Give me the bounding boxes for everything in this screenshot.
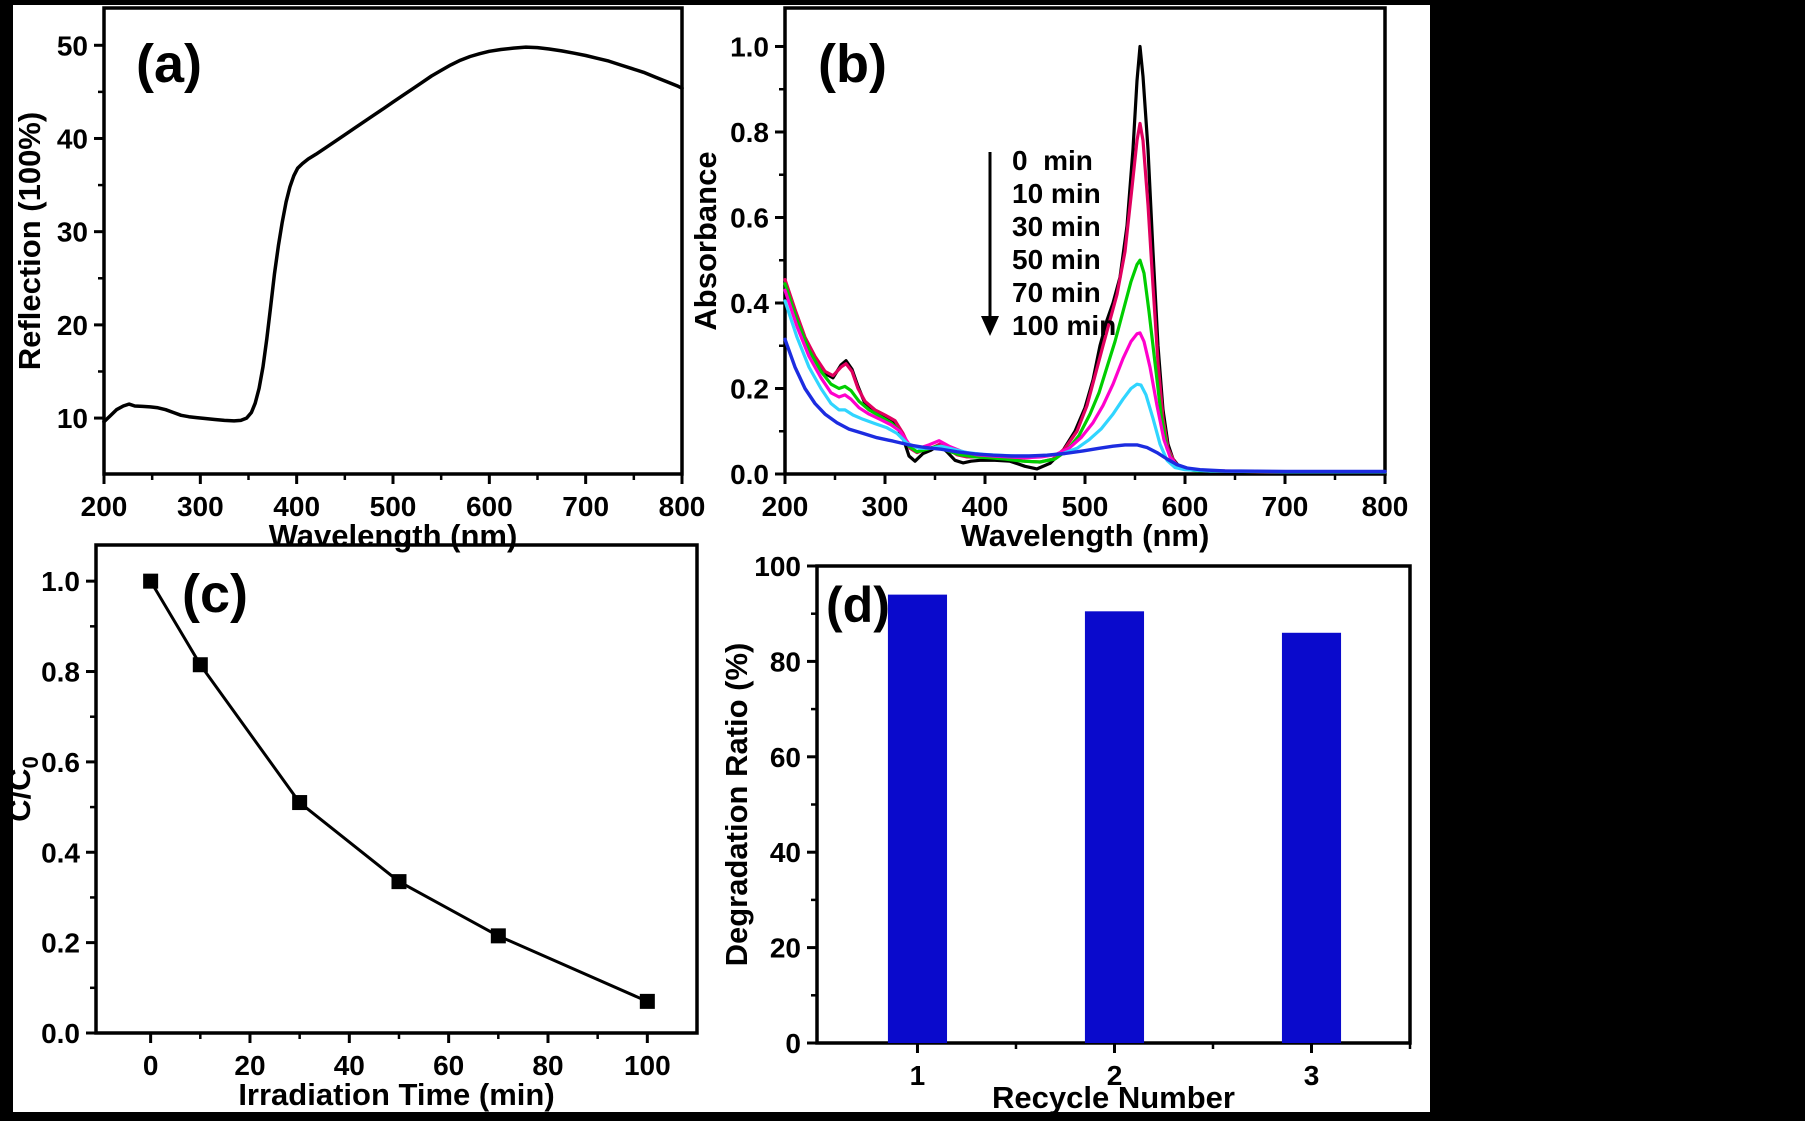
y-axis-tick-label: 0.0 bbox=[730, 459, 769, 490]
y-axis-tick-label: 60 bbox=[770, 742, 801, 773]
x-axis-tick-label: 300 bbox=[177, 491, 224, 522]
x-axis-title: Wavelength (nm) bbox=[961, 518, 1210, 553]
series-curve-reflection-spectrum bbox=[102, 45, 684, 424]
data-point-marker bbox=[192, 657, 208, 673]
x-axis-title: Irradiation Time (min) bbox=[238, 1077, 554, 1112]
bar-recycle-3 bbox=[1281, 632, 1342, 1043]
data-point-marker bbox=[639, 993, 655, 1009]
panel-letter: (d) bbox=[826, 577, 890, 633]
x-axis-tick-label: 80 bbox=[532, 1050, 563, 1081]
x-axis-tick-label: 60 bbox=[433, 1050, 464, 1081]
legend-item-label: 100 min bbox=[1012, 310, 1116, 341]
series-curve-30-min bbox=[783, 258, 1387, 474]
y-axis-tick-label: 80 bbox=[770, 646, 801, 677]
legend-item-label: 10 min bbox=[1012, 178, 1101, 209]
y-axis-tick-label: 100 bbox=[754, 551, 801, 582]
x-axis-tick-label: 20 bbox=[234, 1050, 265, 1081]
data-point-marker bbox=[391, 874, 407, 890]
x-axis-tick-label: 700 bbox=[562, 491, 609, 522]
panel-letter: (c) bbox=[182, 564, 248, 624]
x-axis-tick-label: 500 bbox=[1062, 491, 1109, 522]
x-axis-tick-label: 3 bbox=[1304, 1060, 1320, 1091]
plot-box bbox=[94, 543, 699, 1035]
y-axis-tick-label: 0.4 bbox=[41, 837, 80, 868]
x-axis-tick-label: 500 bbox=[370, 491, 417, 522]
legend-item-label: 70 min bbox=[1012, 277, 1101, 308]
y-axis-tick-label: 0.8 bbox=[730, 117, 769, 148]
panel-letter: (b) bbox=[818, 34, 887, 94]
figure-canvas: 200 300 400 500 600 700 800 10 20 30 40 50 Wavelengt… bbox=[13, 5, 1430, 1112]
y-axis-tick-label: 40 bbox=[57, 123, 88, 154]
y-axis-title: Absorbance bbox=[688, 151, 723, 330]
series-curve-C/C0-decay bbox=[149, 579, 649, 1003]
x-axis-tick-label: 200 bbox=[762, 491, 809, 522]
x-axis-tick-label: 700 bbox=[1262, 491, 1309, 522]
x-axis-tick-label: 400 bbox=[273, 491, 320, 522]
y-axis-tick-label: 0.2 bbox=[41, 928, 80, 959]
y-axis-tick-label: 0.2 bbox=[730, 373, 769, 404]
y-axis-title: Reflection (100%) bbox=[13, 112, 47, 370]
bar-recycle-1 bbox=[887, 594, 948, 1043]
panel-letter: (a) bbox=[136, 34, 202, 94]
x-axis-tick-label: 800 bbox=[659, 491, 706, 522]
x-axis-tick-label: 600 bbox=[466, 491, 513, 522]
legend-item-label: 0 min bbox=[1012, 145, 1093, 176]
y-axis-tick-label: 20 bbox=[57, 310, 88, 341]
y-axis-tick-label: 0.0 bbox=[41, 1018, 80, 1049]
y-axis-title: Degradation Ratio (%) bbox=[719, 643, 754, 967]
panel-b: 200 300 400 500 600 700 800 0.0 0.2 0.4 0.6 0.8 1.0 W… bbox=[688, 6, 1409, 553]
panel-d: 1 2 3 0 20 40 60 80 100 Recycle Number Degradation… bbox=[719, 551, 1412, 1112]
x-axis-tick-label: 200 bbox=[81, 491, 128, 522]
series-curve-100-min bbox=[783, 337, 1387, 474]
y-axis-tick-label: 20 bbox=[770, 933, 801, 964]
x-axis-tick-label: 100 bbox=[624, 1050, 671, 1081]
x-axis-tick-label: 300 bbox=[862, 491, 909, 522]
legend-item-label: 30 min bbox=[1012, 211, 1101, 242]
y-axis-tick-label: 0.4 bbox=[730, 288, 769, 319]
y-axis-tick-label: 30 bbox=[57, 217, 88, 248]
x-axis-tick-label: 400 bbox=[962, 491, 1009, 522]
data-point-marker bbox=[490, 928, 506, 944]
y-axis-tick-label: 1.0 bbox=[41, 566, 80, 597]
x-axis-tick-label: 800 bbox=[1362, 491, 1409, 522]
y-axis-tick-label: 0.8 bbox=[41, 657, 80, 688]
x-axis-title: Recycle Number bbox=[992, 1080, 1235, 1112]
four-panel-chart: 200 300 400 500 600 700 8001020304050Wavelengt… bbox=[13, 6, 1412, 1112]
bar-recycle-2 bbox=[1084, 611, 1145, 1043]
x-axis-tick-label: 600 bbox=[1162, 491, 1209, 522]
y-axis-tick-label: 0 bbox=[785, 1028, 801, 1059]
x-axis-tick-label: 1 bbox=[910, 1060, 926, 1091]
x-axis-tick-label: 2 bbox=[1107, 1060, 1123, 1091]
data-point-marker bbox=[143, 573, 159, 589]
y-axis-tick-label: 0.6 bbox=[730, 202, 769, 233]
y-axis-tick-label: 40 bbox=[770, 837, 801, 868]
x-axis-tick-label: 0 bbox=[143, 1050, 159, 1081]
legend-down-arrow-icon bbox=[981, 316, 999, 336]
x-axis-tick-label: 40 bbox=[334, 1050, 365, 1081]
legend-item-label: 50 min bbox=[1012, 244, 1101, 275]
series-curve-50-min bbox=[783, 288, 1387, 474]
panel-c: 0 20 40 60 80 100 0.0 0.2 0.4 0.6 0.8 1.0 Irradiatio… bbox=[13, 543, 699, 1112]
y-axis-tick-label: 50 bbox=[57, 30, 88, 61]
y-axis-tick-label: 1.0 bbox=[730, 31, 769, 62]
data-point-marker bbox=[292, 795, 308, 811]
y-axis-tick-label: 10 bbox=[57, 403, 88, 434]
y-axis-title: C/C0 bbox=[13, 756, 43, 822]
panel-a: 200 300 400 500 600 700 800 10 20 30 40 50 Wavelengt… bbox=[13, 6, 706, 553]
x-axis-title: Wavelength (nm) bbox=[269, 518, 518, 553]
y-axis-tick-label: 0.6 bbox=[41, 747, 80, 778]
